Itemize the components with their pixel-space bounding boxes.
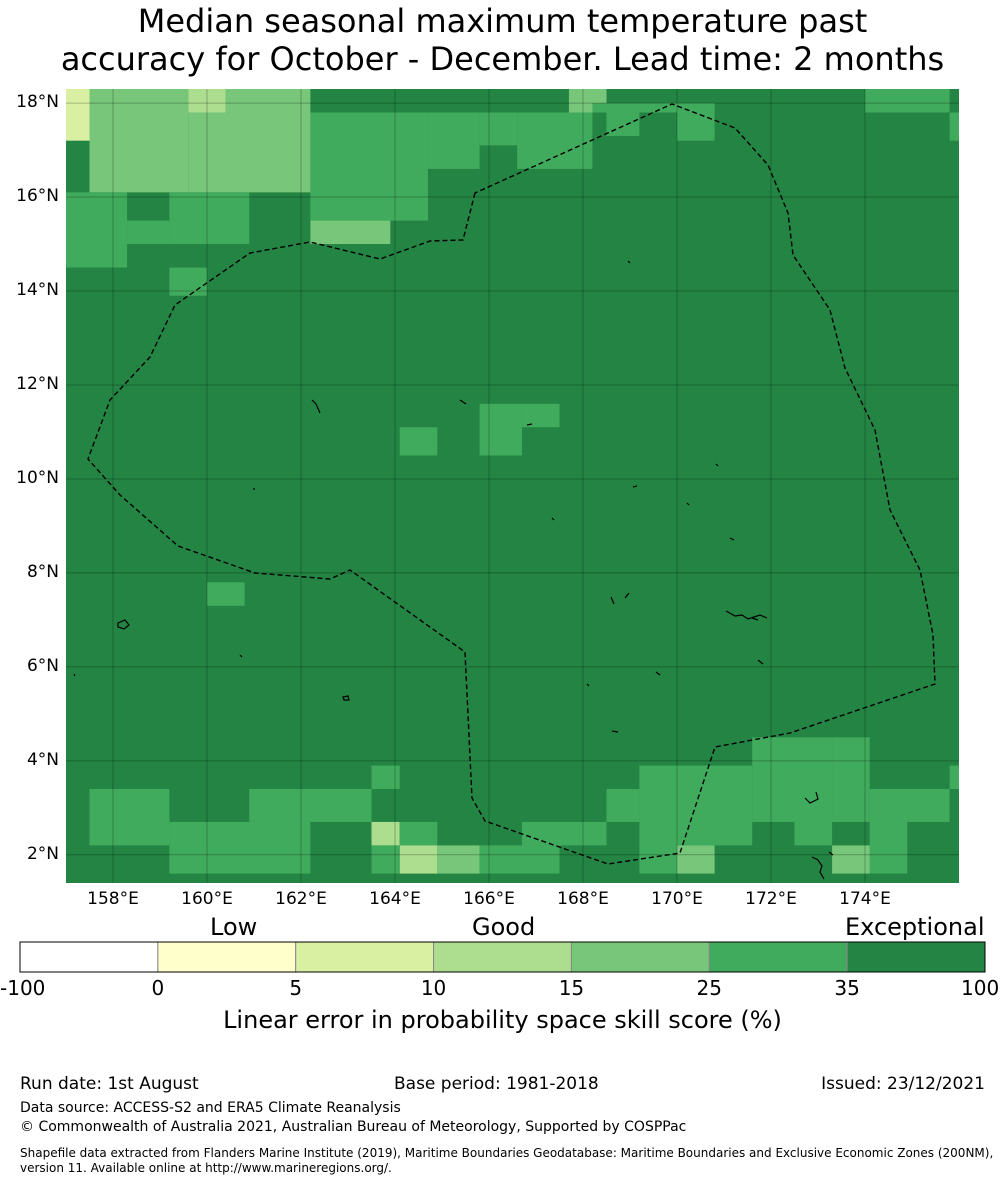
base-period: Base period: 1981-2018: [394, 1074, 599, 1094]
skill-cell: [521, 403, 560, 428]
skill-cell: [310, 220, 391, 245]
y-tick-label: 8°N: [26, 561, 59, 582]
x-tick-label: 166°E: [463, 889, 515, 909]
skill-cell: [517, 112, 593, 169]
skill-cell: [188, 112, 278, 193]
y-tick-label: 14°N: [16, 280, 59, 301]
skill-cell: [188, 89, 226, 113]
skill-cell: [66, 89, 90, 141]
skill-cell: [869, 789, 950, 822]
run-date: Run date: 1st August: [20, 1074, 199, 1094]
skill-cell: [606, 112, 640, 136]
skill-cells: [66, 89, 959, 883]
colorbar-swatch: [708, 941, 848, 973]
skill-cell: [949, 112, 959, 141]
skill-cell: [437, 845, 480, 874]
y-tick-label: 16°N: [16, 186, 59, 207]
colorbar-category-low: Low: [210, 913, 258, 941]
skill-cell: [479, 845, 560, 874]
skill-cell: [677, 103, 715, 141]
x-tick-label: 170°E: [651, 889, 703, 909]
skill-cell: [949, 765, 959, 790]
graticule-lines: [66, 89, 959, 883]
copyright-notice: © Commonwealth of Australia 2021, Austra…: [20, 1119, 687, 1135]
colorbar-swatches: [19, 941, 986, 973]
y-tick-label: 12°N: [16, 373, 59, 394]
skill-cell: [399, 821, 438, 846]
x-tick-label: 158°E: [87, 889, 139, 909]
skill-cell: [66, 192, 128, 268]
skill-cell: [399, 427, 438, 456]
skill-cell: [127, 220, 170, 245]
colorbar-label: Linear error in probability space skill …: [223, 1006, 782, 1034]
colorbar-boundary-label: -100: [0, 976, 46, 1000]
skill-cell: [639, 765, 677, 874]
skill-cell: [592, 103, 677, 113]
skill-cell: [865, 89, 950, 113]
colorbar-swatch: [19, 941, 159, 973]
skill-cell: [371, 765, 400, 790]
title-line-2: accuracy for October - December. Lead ti…: [60, 40, 945, 78]
skill-cell: [169, 821, 311, 874]
shapefile-credit: Shapefile data extracted from Flanders M…: [20, 1146, 994, 1175]
colorbar-boundary-label: 0: [151, 976, 165, 1000]
x-tick-label: 168°E: [557, 889, 609, 909]
colorbar-frame: [19, 941, 986, 973]
skill-cell: [427, 112, 480, 169]
colorbar-swatch: [570, 941, 710, 973]
skill-cell: [371, 845, 400, 874]
skill-cell: [832, 845, 870, 874]
issued-date: Issued: 23/12/2021: [821, 1074, 985, 1094]
skill-cell: [310, 192, 391, 221]
x-tick-label: 172°E: [745, 889, 797, 909]
x-tick-label: 174°E: [839, 889, 891, 909]
x-tick-label: 164°E: [369, 889, 421, 909]
skill-cell: [277, 112, 311, 193]
colorbar-category-good: Good: [472, 913, 536, 941]
colorbar-swatch: [433, 941, 572, 973]
x-tick-label: 160°E: [181, 889, 233, 909]
colorbar-boundary-label: 5: [289, 976, 303, 1000]
skill-cell: [89, 789, 170, 846]
x-tick-label: 162°E: [275, 889, 327, 909]
colorbar-boundary-label: 35: [834, 976, 860, 1000]
title-line-1: Median seasonal maximum temperature past: [137, 2, 868, 40]
y-tick-label: 18°N: [16, 92, 59, 113]
colorbar-boundary-label: 10: [420, 976, 447, 1000]
y-tick-label: 6°N: [26, 655, 59, 676]
colorbar-swatch: [846, 941, 986, 973]
y-tick-label: 2°N: [26, 843, 59, 864]
skill-cell: [207, 582, 245, 606]
data-source: Data source: ACCESS-S2 and ERA5 Climate …: [20, 1100, 401, 1116]
eez-boundary: [87, 103, 936, 865]
island-outlines: [73, 260, 834, 880]
skill-cell: [677, 845, 715, 874]
colorbar-swatch: [157, 941, 297, 973]
skill-cell: [832, 737, 870, 822]
skill-cell: [249, 789, 372, 822]
skill-cell: [794, 821, 833, 846]
colorbar-boundary-label: 25: [696, 976, 723, 1000]
skill-cell: [371, 821, 400, 846]
skill-cell: [169, 192, 250, 245]
skill-cell: [869, 821, 908, 874]
skill-cell: [225, 89, 311, 113]
colorbar-boundary-label: 100: [961, 976, 1000, 1000]
skill-cell: [399, 845, 438, 874]
y-tick-label: 10°N: [16, 467, 59, 488]
skill-cell: [479, 403, 522, 456]
skill-cell: [606, 789, 640, 822]
skill-cell: [479, 112, 518, 146]
skill-cell: [169, 267, 207, 296]
colorbar-category-exceptional: Exceptional: [845, 913, 985, 941]
skill-cell: [521, 821, 607, 846]
skill-cell: [677, 765, 753, 846]
skill-cell: [89, 89, 189, 193]
skill-cell: [752, 737, 833, 822]
skill-cell: [390, 192, 428, 221]
colorbar-swatch: [295, 941, 435, 973]
colorbar-boundary-label: 15: [558, 976, 585, 1000]
y-tick-label: 4°N: [26, 749, 59, 770]
